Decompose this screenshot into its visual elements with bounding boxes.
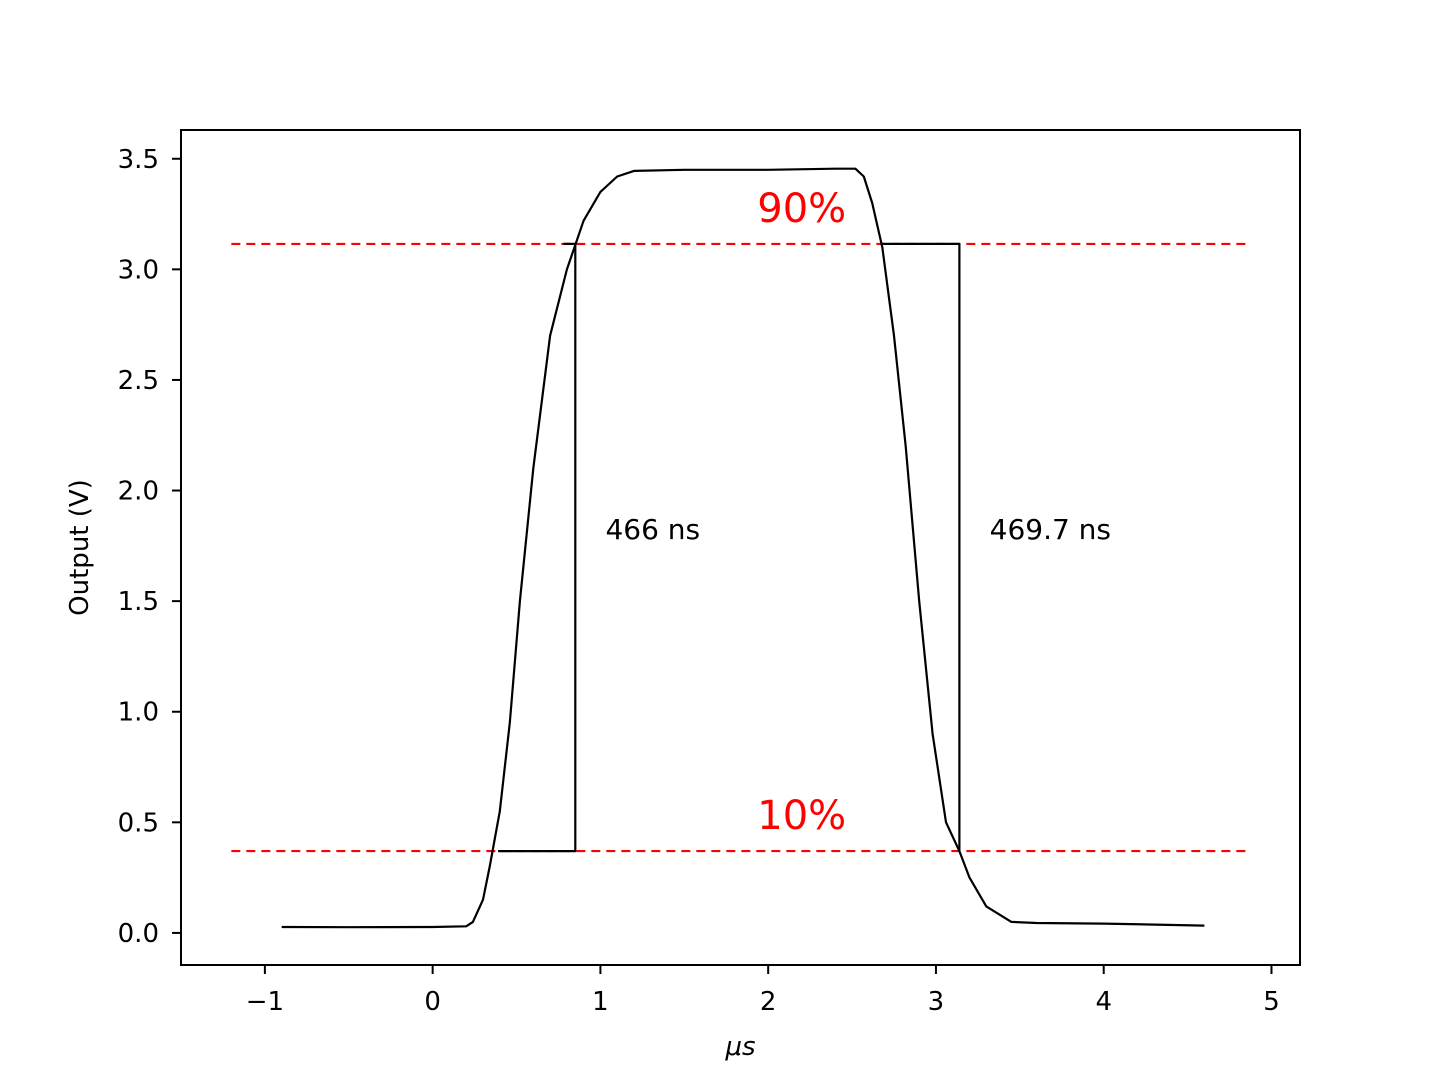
duration-annotation: 469.7 ns: [990, 513, 1111, 546]
threshold-label: 90%: [757, 186, 846, 232]
x-axis-ticks: −1 0 1 2 3 4 5: [246, 965, 1280, 1017]
x-tick-label: 5: [1263, 987, 1280, 1017]
y-tick-label: 2.5: [118, 366, 159, 396]
x-tick-label: 1: [592, 987, 609, 1017]
plot-frame: [180, 129, 1301, 966]
y-tick-label: 3.0: [118, 255, 159, 285]
y-tick-label: 1.0: [118, 698, 159, 728]
duration-annotation: 466 ns: [605, 513, 700, 546]
threshold-label: 10%: [757, 793, 846, 839]
y-tick-label: 3.5: [118, 145, 159, 175]
y-axis-label: Output (V): [65, 479, 95, 616]
x-tick-label: 3: [928, 987, 945, 1017]
series-line: [498, 242, 577, 853]
y-tick-label: 0.0: [118, 919, 159, 949]
series-line: [281, 167, 1205, 929]
threshold-lines: 90% 10%: [231, 186, 1248, 853]
x-tick-label: −1: [246, 987, 284, 1017]
y-axis-ticks: 0.0 0.5 1.0 1.5 2.0 2.5 3.0 3.5: [118, 145, 181, 949]
series-lines: [281, 167, 1205, 929]
y-tick-label: 1.5: [118, 587, 159, 617]
x-axis-label: μs: [724, 1032, 755, 1062]
y-tick-label: 2.0: [118, 477, 159, 507]
annotations: 466 ns 469.7 ns: [605, 513, 1111, 546]
x-tick-label: 4: [1095, 987, 1112, 1017]
x-tick-label: 0: [424, 987, 441, 1017]
x-tick-label: 2: [760, 987, 777, 1017]
y-tick-label: 0.5: [118, 808, 159, 838]
series-line: [880, 242, 961, 852]
